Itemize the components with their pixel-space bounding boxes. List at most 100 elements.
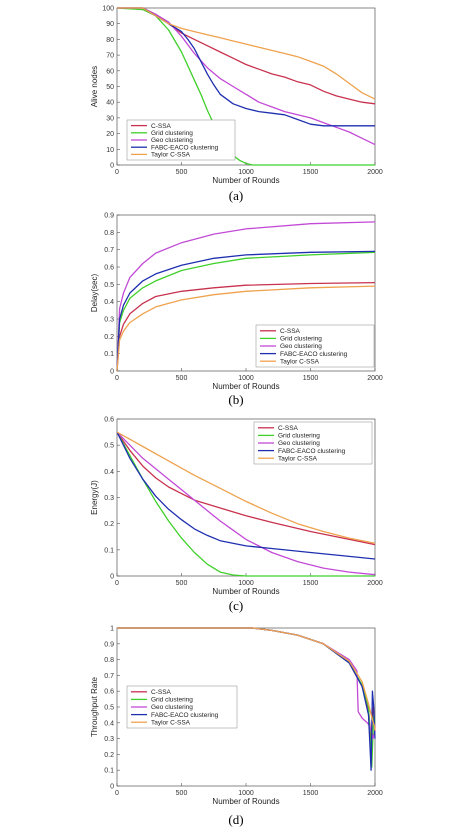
series-line-geo-clustering: [116, 221, 376, 372]
y-axis-label: Energy(J): [90, 480, 99, 515]
x-axis-label: Number of Rounds: [212, 587, 279, 596]
legend-entry-label: Grid clustering: [151, 130, 193, 137]
series-line-grid-clustering: [116, 251, 376, 372]
series-line-geo-clustering: [116, 431, 376, 576]
y-tick-label: 0: [110, 574, 114, 581]
legend-entry-label: C-SSA: [151, 123, 172, 130]
legend-entry-label: FABC-EACO clustering: [278, 448, 346, 455]
y-axis-label: Alive nodes: [90, 66, 99, 107]
y-tick-label: 100: [102, 6, 114, 13]
y-tick-label: 0.8: [104, 230, 114, 237]
chart-panel-2: 0 500 1000 1500 2000 0 0.1 0.2 0.3 0.4 0.5 0.6 Numbe…: [90, 417, 383, 614]
x-tick-label: 500: [176, 580, 188, 587]
y-axis-label: Delay(sec): [90, 274, 99, 313]
y-tick-label: 0.4: [104, 720, 114, 727]
x-tick-label: 0: [115, 169, 119, 176]
panel-caption: (d): [228, 812, 243, 827]
y-tick-label: 0.5: [104, 705, 114, 712]
legend-entry-label: Taylor C-SSA: [151, 719, 191, 726]
y-tick-label: 0.2: [104, 334, 114, 341]
x-tick-label: 2000: [367, 790, 383, 797]
y-tick-label: 30: [106, 115, 114, 122]
x-tick-label: 1000: [238, 169, 254, 176]
legend-entry-label: C-SSA: [278, 425, 299, 432]
legend-entry-label: Grid clustering: [280, 336, 322, 343]
legend-entry-label: Taylor C-SSA: [280, 358, 320, 365]
y-tick-label: 0.7: [104, 673, 114, 680]
x-tick-label: 2000: [367, 375, 383, 382]
series-line-fabc-eaco-clustering: [116, 431, 376, 560]
x-tick-label: 0: [115, 375, 119, 382]
x-axis-label: Number of Rounds: [212, 176, 279, 185]
series-line-taylor-c-ssa: [117, 7, 376, 100]
y-tick-label: 0.5: [104, 443, 114, 450]
series-line-taylor-c-ssa: [116, 285, 376, 372]
legend-entry-label: Grid clustering: [151, 697, 193, 704]
x-tick-label: 1500: [303, 790, 319, 797]
x-tick-label: 0: [115, 790, 119, 797]
legend-entry-label: C-SSA: [280, 328, 301, 335]
legend-entry-label: FABC-EACO clustering: [151, 144, 219, 151]
y-tick-label: 40: [106, 100, 114, 107]
legend-entry-label: Grid clustering: [278, 433, 320, 440]
x-axis-label: Number of Rounds: [212, 797, 279, 806]
y-tick-label: 1: [110, 626, 114, 633]
x-tick-label: 1000: [238, 580, 254, 587]
series-line-c-ssa: [116, 281, 376, 372]
y-tick-label: 0.1: [104, 768, 114, 775]
y-tick-label: 0.9: [104, 213, 114, 220]
y-tick-label: 0.4: [104, 469, 114, 476]
legend-entry-label: FABC-EACO clustering: [151, 712, 219, 719]
chart-panel-1: 0 500 1000 1500 2000 0 0.1 0.2 0.3 0.4 0.5 0.6 0.7 0.…: [90, 213, 383, 408]
y-tick-label: 0.1: [104, 547, 114, 554]
y-tick-label: 0.2: [104, 521, 114, 528]
x-tick-label: 1500: [303, 169, 319, 176]
y-tick-label: 70: [106, 53, 114, 60]
y-tick-label: 60: [106, 68, 114, 75]
series-line-taylor-c-ssa: [116, 431, 376, 544]
chart-panel-0: 0 500 1000 1500 2000 0 10 20 30 40 50 60 70 80 90 100 Nu…: [90, 6, 383, 204]
x-tick-label: 1500: [303, 375, 319, 382]
y-axis-label: Throughput Rate: [90, 676, 99, 737]
legend-entry-label: FABC-EACO clustering: [280, 351, 348, 358]
y-tick-label: 90: [106, 21, 114, 28]
y-tick-label: 0.1: [104, 351, 114, 358]
y-tick-label: 0.9: [104, 641, 114, 648]
y-tick-label: 0: [110, 369, 114, 376]
y-tick-label: 0.6: [104, 689, 114, 696]
x-tick-label: 1000: [238, 375, 254, 382]
y-tick-label: 0: [110, 784, 114, 791]
x-tick-label: 1000: [238, 790, 254, 797]
y-tick-label: 0.5: [104, 282, 114, 289]
x-axis-label: Number of Rounds: [212, 382, 279, 391]
legend-entry-label: Geo clustering: [278, 440, 320, 447]
y-tick-label: 20: [106, 131, 114, 138]
legend-entry-label: Taylor C-SSA: [278, 455, 318, 462]
legend-entry-label: Geo clustering: [151, 137, 193, 144]
y-tick-label: 0.6: [104, 265, 114, 272]
y-tick-label: 0.7: [104, 247, 114, 254]
y-tick-label: 50: [106, 84, 114, 91]
x-tick-label: 500: [176, 375, 188, 382]
x-tick-label: 2000: [367, 169, 383, 176]
chart-panel-3: 0 500 1000 1500 2000 0 0.1 0.2 0.3 0.4 0.5 0.6 0.7 0.…: [90, 626, 383, 828]
legend-entry-label: C-SSA: [151, 689, 172, 696]
legend-entry-label: Geo clustering: [151, 704, 193, 711]
y-tick-label: 0.2: [104, 752, 114, 759]
series-line-fabc-eaco-clustering: [117, 7, 375, 127]
y-tick-label: 0: [110, 163, 114, 170]
series-line-taylor-c-ssa: [117, 627, 376, 731]
y-tick-label: 80: [106, 37, 114, 44]
panel-caption: (b): [228, 392, 243, 407]
y-tick-label: 0.3: [104, 736, 114, 743]
y-tick-label: 0.4: [104, 299, 114, 306]
y-tick-label: 10: [106, 147, 114, 154]
series-line-fabc-eaco-clustering: [116, 250, 376, 372]
x-tick-label: 0: [115, 580, 119, 587]
legend-entry-label: Geo clustering: [280, 343, 322, 350]
